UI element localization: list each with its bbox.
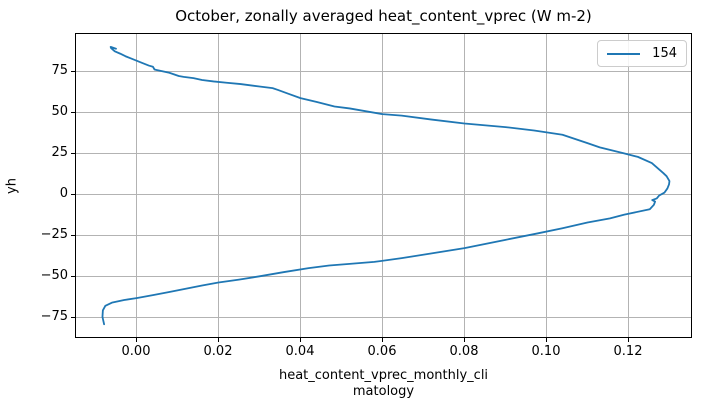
y-tick-label: 50 bbox=[51, 104, 68, 119]
line-chart-svg bbox=[75, 33, 692, 338]
y-tick-mark bbox=[71, 153, 75, 154]
x-tick-mark bbox=[546, 338, 547, 342]
y-tick-mark bbox=[71, 194, 75, 195]
x-tick-mark bbox=[300, 338, 301, 342]
x-tick-label: 0.08 bbox=[449, 344, 479, 359]
y-tick-label: 75 bbox=[51, 63, 68, 78]
x-tick-mark bbox=[382, 338, 383, 342]
y-tick-label: −25 bbox=[40, 227, 68, 242]
legend: 154 bbox=[597, 40, 687, 67]
x-tick-mark bbox=[628, 338, 629, 342]
x-tick-label: 0.02 bbox=[203, 344, 233, 359]
x-tick-mark bbox=[464, 338, 465, 342]
y-tick-label: −50 bbox=[40, 268, 68, 283]
x-tick-label: 0.04 bbox=[285, 344, 315, 359]
axes-spines bbox=[75, 33, 692, 338]
y-tick-label: 0 bbox=[59, 186, 68, 201]
line-series-154 bbox=[101, 46, 671, 326]
x-tick-mark bbox=[218, 338, 219, 342]
legend-line-icon bbox=[607, 52, 640, 55]
y-tick-mark bbox=[71, 71, 75, 72]
y-tick-mark bbox=[71, 317, 75, 318]
plot-area: 154 bbox=[75, 33, 692, 338]
x-tick-label: 0.10 bbox=[531, 344, 561, 359]
legend-label: 154 bbox=[652, 46, 677, 61]
chart-title: October, zonally averaged heat_content_v… bbox=[175, 7, 592, 25]
y-tick-mark bbox=[71, 235, 75, 236]
x-tick-label: 0.12 bbox=[613, 344, 643, 359]
x-axis-label-line-2: matology bbox=[352, 384, 415, 399]
y-tick-label: 25 bbox=[51, 145, 68, 160]
x-axis-label: heat_content_vprec_monthly_cli matology bbox=[75, 368, 692, 400]
x-tick-label: 0.06 bbox=[367, 344, 397, 359]
x-axis-label-line-1: heat_content_vprec_monthly_cli bbox=[278, 368, 489, 383]
x-tick-mark bbox=[136, 338, 137, 342]
y-tick-mark bbox=[71, 112, 75, 113]
x-tick-label: 0.00 bbox=[121, 344, 151, 359]
y-tick-mark bbox=[71, 276, 75, 277]
y-tick-label: −75 bbox=[40, 309, 68, 324]
